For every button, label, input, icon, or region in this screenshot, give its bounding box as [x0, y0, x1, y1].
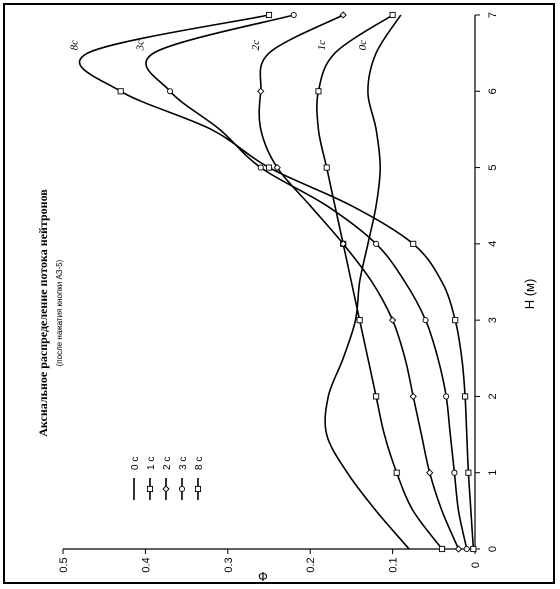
data-point-square: [323, 164, 330, 171]
legend-label: 3 с: [178, 457, 189, 470]
chart-subtitle: (после нажатия кнопки АЗ-5): [55, 259, 64, 366]
curve-label: 2с: [250, 40, 262, 51]
legend-item: 8 с: [194, 457, 205, 500]
series-line: [78, 14, 475, 550]
legend-label: 8 с: [194, 457, 205, 470]
series-group: [78, 11, 477, 553]
series-3: [257, 11, 463, 553]
data-point-square: [393, 469, 400, 476]
data-point-diamond: [388, 316, 397, 324]
curve-annotations: 0с 1с 2с 3с 8с: [69, 40, 369, 52]
data-point-square: [265, 11, 273, 19]
x-tick-label: 7: [487, 12, 499, 18]
data-point-square: [194, 485, 202, 493]
plot-area: 0 1 2 3 4 5 6 7 0 0.1 0.2 0.3 0.4 0.5 0с 1с 2с 3с 8с: [58, 11, 499, 573]
data-point-square: [373, 393, 380, 400]
data-point-diamond: [409, 392, 417, 401]
data-point-circle: [373, 240, 380, 247]
data-point-square: [265, 164, 273, 171]
series-4: [145, 11, 470, 553]
y-tick-label: 0.2: [305, 557, 317, 572]
y-tick-label: 0.4: [140, 557, 152, 572]
x-tick-label: 4: [487, 241, 499, 247]
legend-label: 0 с: [130, 457, 141, 470]
data-point-diamond: [454, 545, 463, 553]
curve-label: 8с: [69, 40, 81, 51]
data-point-square: [146, 485, 154, 493]
data-point-diamond: [339, 11, 347, 19]
x-axis-title: H (м): [522, 279, 537, 310]
data-point-diamond: [273, 163, 281, 172]
data-point-square: [438, 545, 446, 553]
legend-item: 1 с: [146, 457, 157, 500]
data-point-circle: [167, 88, 174, 95]
y-tick-label: 0.5: [58, 557, 70, 572]
data-point-circle: [443, 393, 450, 400]
data-point-circle: [178, 485, 186, 493]
series-2: [315, 11, 446, 553]
data-point-circle: [451, 469, 458, 476]
curve-label: 0с: [357, 40, 369, 51]
series-5: [78, 11, 477, 553]
x-tick-label: 5: [487, 165, 499, 171]
data-point-square: [389, 11, 396, 19]
data-point-square: [356, 317, 363, 324]
tick-marks: [62, 14, 480, 554]
data-point-circle: [257, 164, 264, 171]
data-point-diamond: [257, 87, 265, 95]
data-point-circle: [422, 317, 429, 324]
data-point-circle: [463, 545, 470, 553]
data-point-square: [470, 545, 477, 553]
chart-frame: [3, 3, 555, 584]
data-point-square: [117, 88, 124, 95]
x-tick-label: 0: [487, 546, 499, 552]
x-tick-label: 2: [487, 393, 499, 399]
series-line: [324, 14, 410, 550]
y-axis-title: Ф: [258, 569, 268, 584]
data-point-diamond: [339, 240, 347, 248]
curve-label: 3с: [135, 40, 147, 52]
data-point-diamond: [162, 485, 170, 493]
x-tick-label: 3: [487, 317, 499, 323]
data-point-square: [452, 317, 459, 324]
data-point-square: [465, 469, 472, 476]
legend-item: 3 с: [178, 457, 189, 500]
series-1: [324, 14, 410, 550]
data-point-square: [410, 240, 417, 247]
legend-item: 2 с: [162, 457, 173, 500]
legend-label: 2 с: [162, 457, 173, 470]
x-tick-label: 1: [487, 470, 499, 476]
y-tick-label: 0.1: [388, 557, 400, 572]
tick-labels: 0 1 2 3 4 5 6 7 0 0.1 0.2 0.3 0.4 0.5: [58, 12, 499, 573]
data-point-square: [462, 393, 469, 400]
legend: 0 с 1 с 2 с 3 с 8 с: [130, 457, 205, 500]
legend-item: 0 с: [130, 457, 141, 500]
y-tick-label: 0.3: [223, 557, 235, 572]
x-tick-label: 6: [487, 88, 499, 94]
series-line: [316, 14, 443, 550]
data-point-diamond: [426, 469, 434, 477]
curve-label: 1с: [316, 40, 328, 51]
y-tick-label: 0: [470, 562, 482, 568]
chart-title: Аксиальное распределение потока нейтроно…: [36, 189, 50, 437]
data-point-square: [315, 88, 322, 95]
data-point-circle: [290, 11, 297, 19]
legend-label: 1 с: [146, 457, 157, 470]
